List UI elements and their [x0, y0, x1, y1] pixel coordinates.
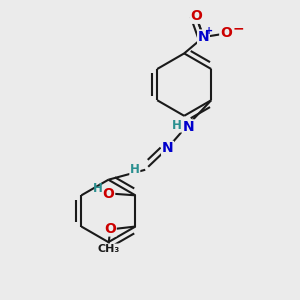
Text: H: H [130, 163, 140, 176]
Text: CH₃: CH₃ [98, 244, 120, 254]
Text: N: N [162, 141, 173, 155]
Text: O: O [220, 26, 232, 40]
Text: O: O [190, 9, 202, 23]
Text: N: N [182, 120, 194, 134]
Text: N: N [198, 30, 209, 44]
Text: O: O [104, 222, 116, 236]
Text: H: H [172, 119, 182, 132]
Text: H: H [93, 182, 103, 195]
Text: +: + [205, 26, 213, 35]
Text: O: O [103, 187, 115, 201]
Text: −: − [232, 21, 244, 35]
